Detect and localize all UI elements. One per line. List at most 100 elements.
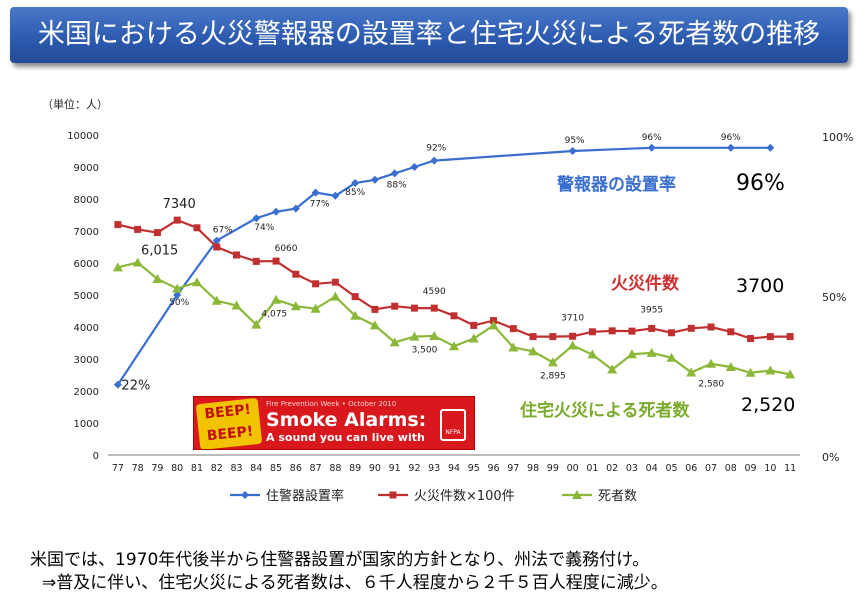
legend-label-2: 死者数: [598, 489, 637, 504]
x-tick-label: 88: [329, 463, 341, 474]
x-tick-label: 04: [646, 463, 658, 474]
left-tick-label: 5000: [74, 291, 99, 302]
data-label: 4,075: [261, 310, 287, 320]
series-1-point: [509, 325, 517, 333]
left-tick-label: 1000: [74, 419, 99, 430]
data-label: 85%: [345, 188, 365, 198]
data-label: 3955: [640, 305, 663, 315]
legend-marker-1: [389, 491, 397, 499]
series-1-point: [272, 257, 280, 265]
series-1-point: [252, 257, 260, 265]
series-2-point: [290, 301, 301, 311]
beep-badge: BEEP! BEEP!: [195, 397, 263, 449]
data-label: 77%: [310, 200, 330, 210]
data-label: 50%: [169, 298, 189, 308]
series-1-point: [331, 278, 339, 286]
data-label: 6,015: [141, 244, 178, 259]
series-0-point: [252, 214, 261, 223]
series-1-point: [707, 323, 715, 331]
series-2-point: [488, 320, 499, 330]
note-line-1: 米国では、1970年代後半から住警器設置が国家的方針となり、州法で義務付け。: [30, 550, 650, 570]
series-2-point: [607, 364, 618, 374]
series-0-point: [173, 291, 182, 299]
data-label: 96%: [642, 133, 662, 143]
banner-week-text: Fire Prevention Week • October 2010: [266, 400, 397, 408]
x-tick-label: 05: [665, 463, 677, 474]
series-1-point: [351, 293, 359, 301]
series-2-point: [350, 310, 361, 320]
x-tick-label: 86: [290, 463, 302, 474]
annotation-2: 火災件数: [611, 273, 680, 294]
series-1-point: [292, 270, 300, 278]
series-0-point: [291, 204, 300, 213]
series-2-point: [152, 274, 163, 283]
series-2-point: [211, 295, 222, 305]
x-tick-label: 03: [626, 463, 638, 474]
series-2-point: [172, 283, 183, 293]
series-2-point: [646, 347, 657, 357]
series-1-point: [173, 216, 181, 224]
series-2-point: [468, 333, 479, 343]
series-2-point: [409, 331, 420, 341]
series-1-point: [450, 312, 458, 320]
x-tick-label: 96: [487, 463, 499, 474]
annotation-5: 2,520: [741, 394, 795, 416]
series-2-point: [765, 365, 776, 375]
x-tick-label: 81: [191, 463, 203, 474]
x-tick-label: 92: [408, 463, 420, 474]
series-1-point: [430, 304, 438, 312]
series-1-point: [391, 302, 399, 310]
series-2-point: [508, 342, 519, 352]
series-1-point: [569, 332, 577, 340]
legend-label-0: 住警器設置率: [266, 488, 344, 504]
series-2-point: [429, 330, 440, 340]
series-0-point: [726, 143, 735, 152]
annotation-0: 警報器の設置率: [556, 174, 676, 195]
x-tick-label: 02: [606, 463, 618, 474]
banner-tagline: A sound you can live with: [266, 431, 425, 444]
nfpa-logo: NFPA: [440, 409, 466, 441]
data-label: 95%: [565, 136, 585, 146]
left-tick-label: 8000: [74, 195, 99, 206]
series-1-point: [687, 324, 695, 332]
banner-title: Smoke Alarms:: [266, 409, 427, 431]
x-tick-label: 82: [211, 463, 223, 474]
series-0-point: [390, 169, 399, 178]
legend-marker-2: [572, 490, 582, 499]
series-0-point: [766, 143, 775, 152]
series-2-point: [310, 303, 321, 313]
series-1-point: [470, 321, 478, 329]
x-tick-label: 91: [389, 463, 401, 474]
note-line-2: ⇒普及に伴い、住宅火災による死者数は、６千人程度から２千５百人程度に減少。: [42, 573, 668, 593]
data-label: 7340: [163, 197, 196, 212]
series-1-point: [667, 329, 675, 337]
series-2-point: [547, 357, 558, 367]
series-2-point: [191, 277, 202, 287]
series-1-point: [608, 327, 616, 335]
x-tick-label: 09: [745, 463, 757, 474]
x-tick-label: 07: [705, 463, 717, 474]
x-tick-label: 77: [112, 463, 124, 474]
x-tick-label: 84: [250, 463, 262, 474]
series-0-point: [212, 236, 221, 245]
series-line-1: [117, 218, 791, 340]
page-title: 米国における火災警報器の設置率と住宅火災による死者数の推移: [10, 7, 848, 63]
series-2-point: [330, 291, 341, 301]
series-0-point: [430, 156, 439, 165]
x-tick-label: 06: [685, 463, 697, 474]
series-1-point: [134, 225, 142, 233]
series-0-point: [272, 207, 281, 216]
annotation-3: 3700: [736, 275, 784, 297]
series-1-point: [786, 333, 794, 341]
data-label: 3,500: [412, 346, 438, 356]
x-tick-label: 95: [468, 463, 480, 474]
legend-marker-0: [241, 491, 249, 499]
data-label: 74%: [254, 223, 274, 233]
series-1-point: [588, 328, 596, 336]
series-0-point: [568, 147, 577, 155]
x-tick-label: 85: [270, 463, 282, 474]
data-label: 67%: [213, 226, 233, 236]
left-tick-label: 3000: [74, 355, 99, 366]
series-2-point: [132, 257, 143, 267]
